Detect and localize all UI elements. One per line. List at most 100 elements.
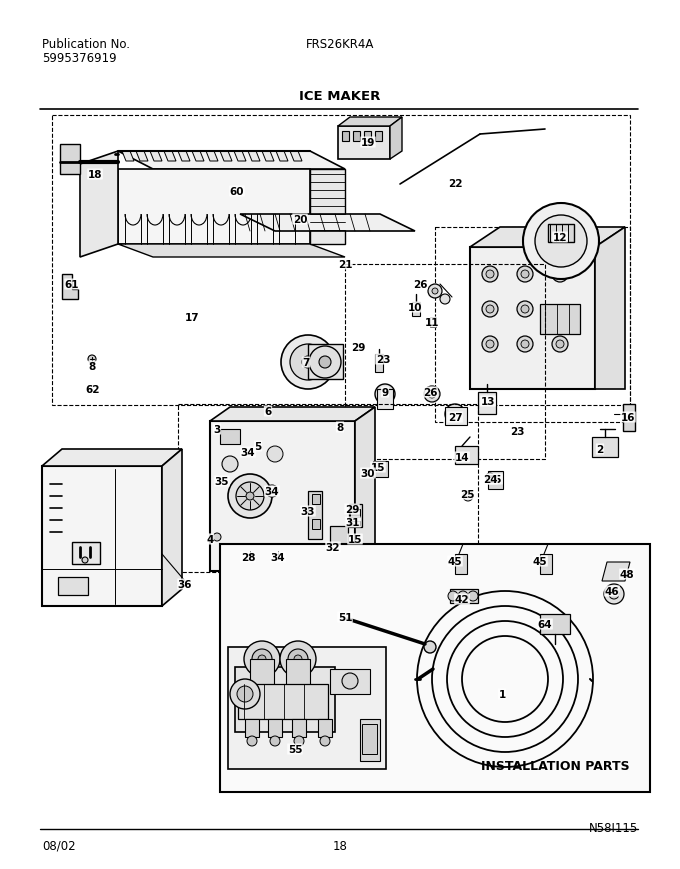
Polygon shape (118, 152, 345, 169)
Polygon shape (360, 720, 380, 761)
Circle shape (288, 649, 308, 669)
Circle shape (424, 641, 436, 653)
Polygon shape (234, 152, 246, 162)
Bar (478, 393, 496, 415)
Polygon shape (42, 467, 162, 607)
Polygon shape (308, 492, 322, 540)
Circle shape (375, 385, 395, 405)
Text: 33: 33 (301, 507, 316, 516)
Text: INSTALLATION PARTS: INSTALLATION PARTS (481, 760, 629, 773)
Text: 12: 12 (553, 233, 567, 242)
Bar (540, 305, 580, 335)
Text: 6: 6 (265, 407, 271, 416)
Bar (178, 405, 478, 573)
Bar (268, 720, 282, 737)
Bar (375, 132, 382, 142)
Circle shape (552, 336, 568, 353)
Bar (353, 132, 360, 142)
Bar (350, 521, 360, 526)
Polygon shape (455, 447, 478, 464)
Circle shape (482, 267, 498, 282)
Text: 13: 13 (481, 396, 495, 407)
Text: ICE MAKER: ICE MAKER (299, 90, 381, 103)
Circle shape (517, 267, 533, 282)
Polygon shape (248, 152, 260, 162)
Polygon shape (192, 152, 204, 162)
Text: 64: 64 (538, 620, 552, 629)
Text: 31: 31 (345, 517, 360, 527)
Text: 29: 29 (345, 504, 359, 514)
Bar (435, 228, 630, 422)
Bar (445, 408, 467, 426)
Text: 5: 5 (254, 441, 262, 452)
Polygon shape (455, 554, 467, 574)
Bar (286, 660, 310, 689)
Circle shape (521, 270, 529, 279)
Circle shape (428, 285, 442, 299)
Circle shape (252, 649, 272, 669)
Circle shape (222, 456, 238, 473)
Text: 3: 3 (214, 425, 220, 434)
Polygon shape (470, 248, 595, 389)
Circle shape (246, 550, 254, 559)
Bar (412, 302, 420, 316)
Circle shape (280, 641, 316, 677)
Text: 42: 42 (455, 594, 469, 604)
Text: 17: 17 (185, 313, 199, 322)
Text: 28: 28 (241, 553, 255, 562)
Circle shape (244, 641, 280, 677)
Polygon shape (338, 118, 402, 127)
Bar (350, 509, 360, 517)
Polygon shape (310, 169, 345, 245)
Circle shape (237, 687, 253, 702)
Circle shape (294, 736, 304, 746)
Polygon shape (62, 275, 78, 300)
Circle shape (230, 680, 260, 709)
Polygon shape (122, 152, 134, 162)
Text: 34: 34 (241, 448, 255, 457)
Circle shape (320, 736, 330, 746)
Polygon shape (118, 169, 310, 245)
Text: 21: 21 (338, 260, 352, 269)
Bar (72, 542, 100, 564)
Polygon shape (602, 562, 630, 581)
Text: 15: 15 (488, 474, 503, 484)
Bar (245, 720, 259, 737)
Circle shape (432, 289, 438, 295)
Polygon shape (136, 152, 148, 162)
Circle shape (517, 302, 533, 318)
Polygon shape (349, 504, 362, 527)
Circle shape (247, 736, 257, 746)
Text: N58I115: N58I115 (589, 821, 638, 834)
Text: 19: 19 (361, 138, 375, 148)
Circle shape (236, 482, 264, 510)
Text: 60: 60 (230, 187, 244, 196)
Text: 23: 23 (510, 427, 524, 436)
Bar (58, 577, 88, 595)
Text: FRS26KR4A: FRS26KR4A (306, 38, 374, 51)
Circle shape (290, 345, 326, 381)
Circle shape (486, 341, 494, 348)
Polygon shape (592, 437, 618, 457)
Text: 8: 8 (337, 422, 343, 433)
Bar (250, 660, 274, 689)
Circle shape (246, 493, 254, 501)
Circle shape (213, 534, 221, 541)
Bar (238, 684, 328, 720)
Circle shape (448, 591, 458, 601)
Circle shape (380, 389, 390, 400)
Polygon shape (162, 449, 182, 607)
Text: 62: 62 (86, 385, 100, 395)
Text: 18: 18 (88, 169, 102, 180)
Circle shape (556, 341, 564, 348)
Circle shape (523, 203, 599, 280)
Circle shape (82, 557, 88, 563)
Text: 24: 24 (483, 474, 497, 484)
Circle shape (486, 306, 494, 314)
Circle shape (521, 341, 529, 348)
Circle shape (556, 270, 564, 279)
Text: 45: 45 (447, 556, 462, 567)
Text: 8: 8 (88, 362, 96, 372)
Text: 61: 61 (65, 280, 80, 289)
Polygon shape (80, 152, 118, 258)
